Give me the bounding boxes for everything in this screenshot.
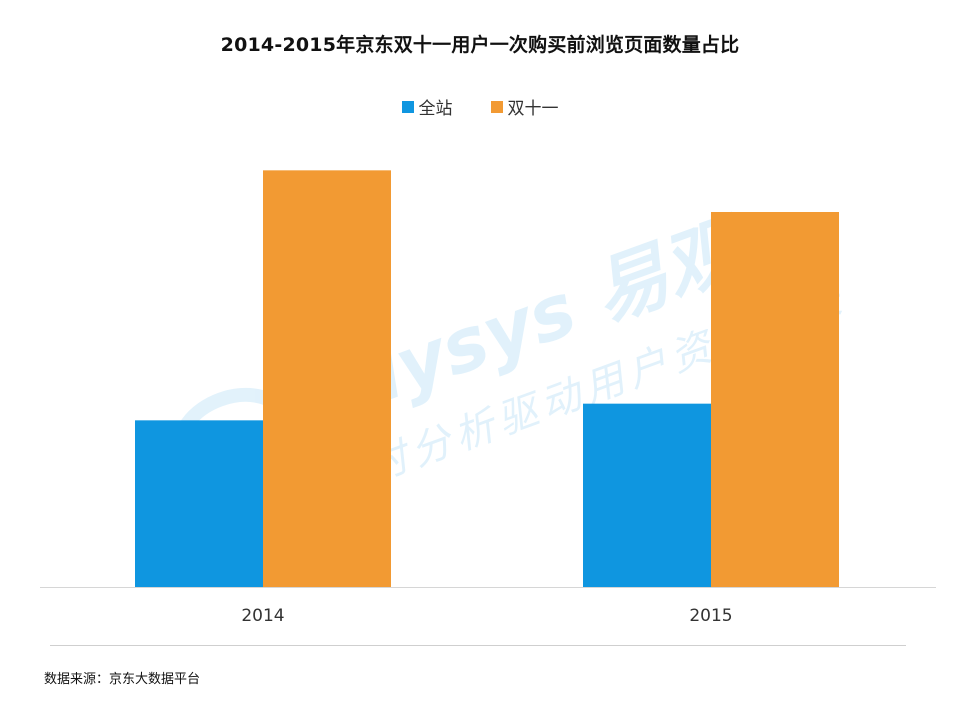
legend-label-shuangshiyi: 双十一 xyxy=(507,99,559,119)
legend-label-quanzhan: 全站 xyxy=(418,99,453,119)
legend: 全站 双十一 xyxy=(0,94,960,119)
bar-shuangshiyi-2014 xyxy=(263,170,391,588)
legend-swatch-shuangshiyi xyxy=(490,100,503,113)
legend-item-quanzhan: 全站 xyxy=(401,94,453,119)
source-note: 数据来源：京东大数据平台 xyxy=(44,672,201,687)
bar-quanzhan-2014 xyxy=(135,420,263,587)
x-tick-label-2014: 2014 xyxy=(241,606,284,626)
legend-swatch-quanzhan xyxy=(401,100,414,113)
legend-item-shuangshiyi: 双十一 xyxy=(490,94,559,119)
bar-shuangshiyi-2015 xyxy=(711,212,839,587)
x-tick-label-2015: 2015 xyxy=(689,606,732,626)
chart-title: 2014-2015年京东双十一用户一次购买前浏览页面数量占比 xyxy=(220,34,740,56)
bar-quanzhan-2015 xyxy=(583,403,711,587)
bottom-divider xyxy=(50,645,906,646)
